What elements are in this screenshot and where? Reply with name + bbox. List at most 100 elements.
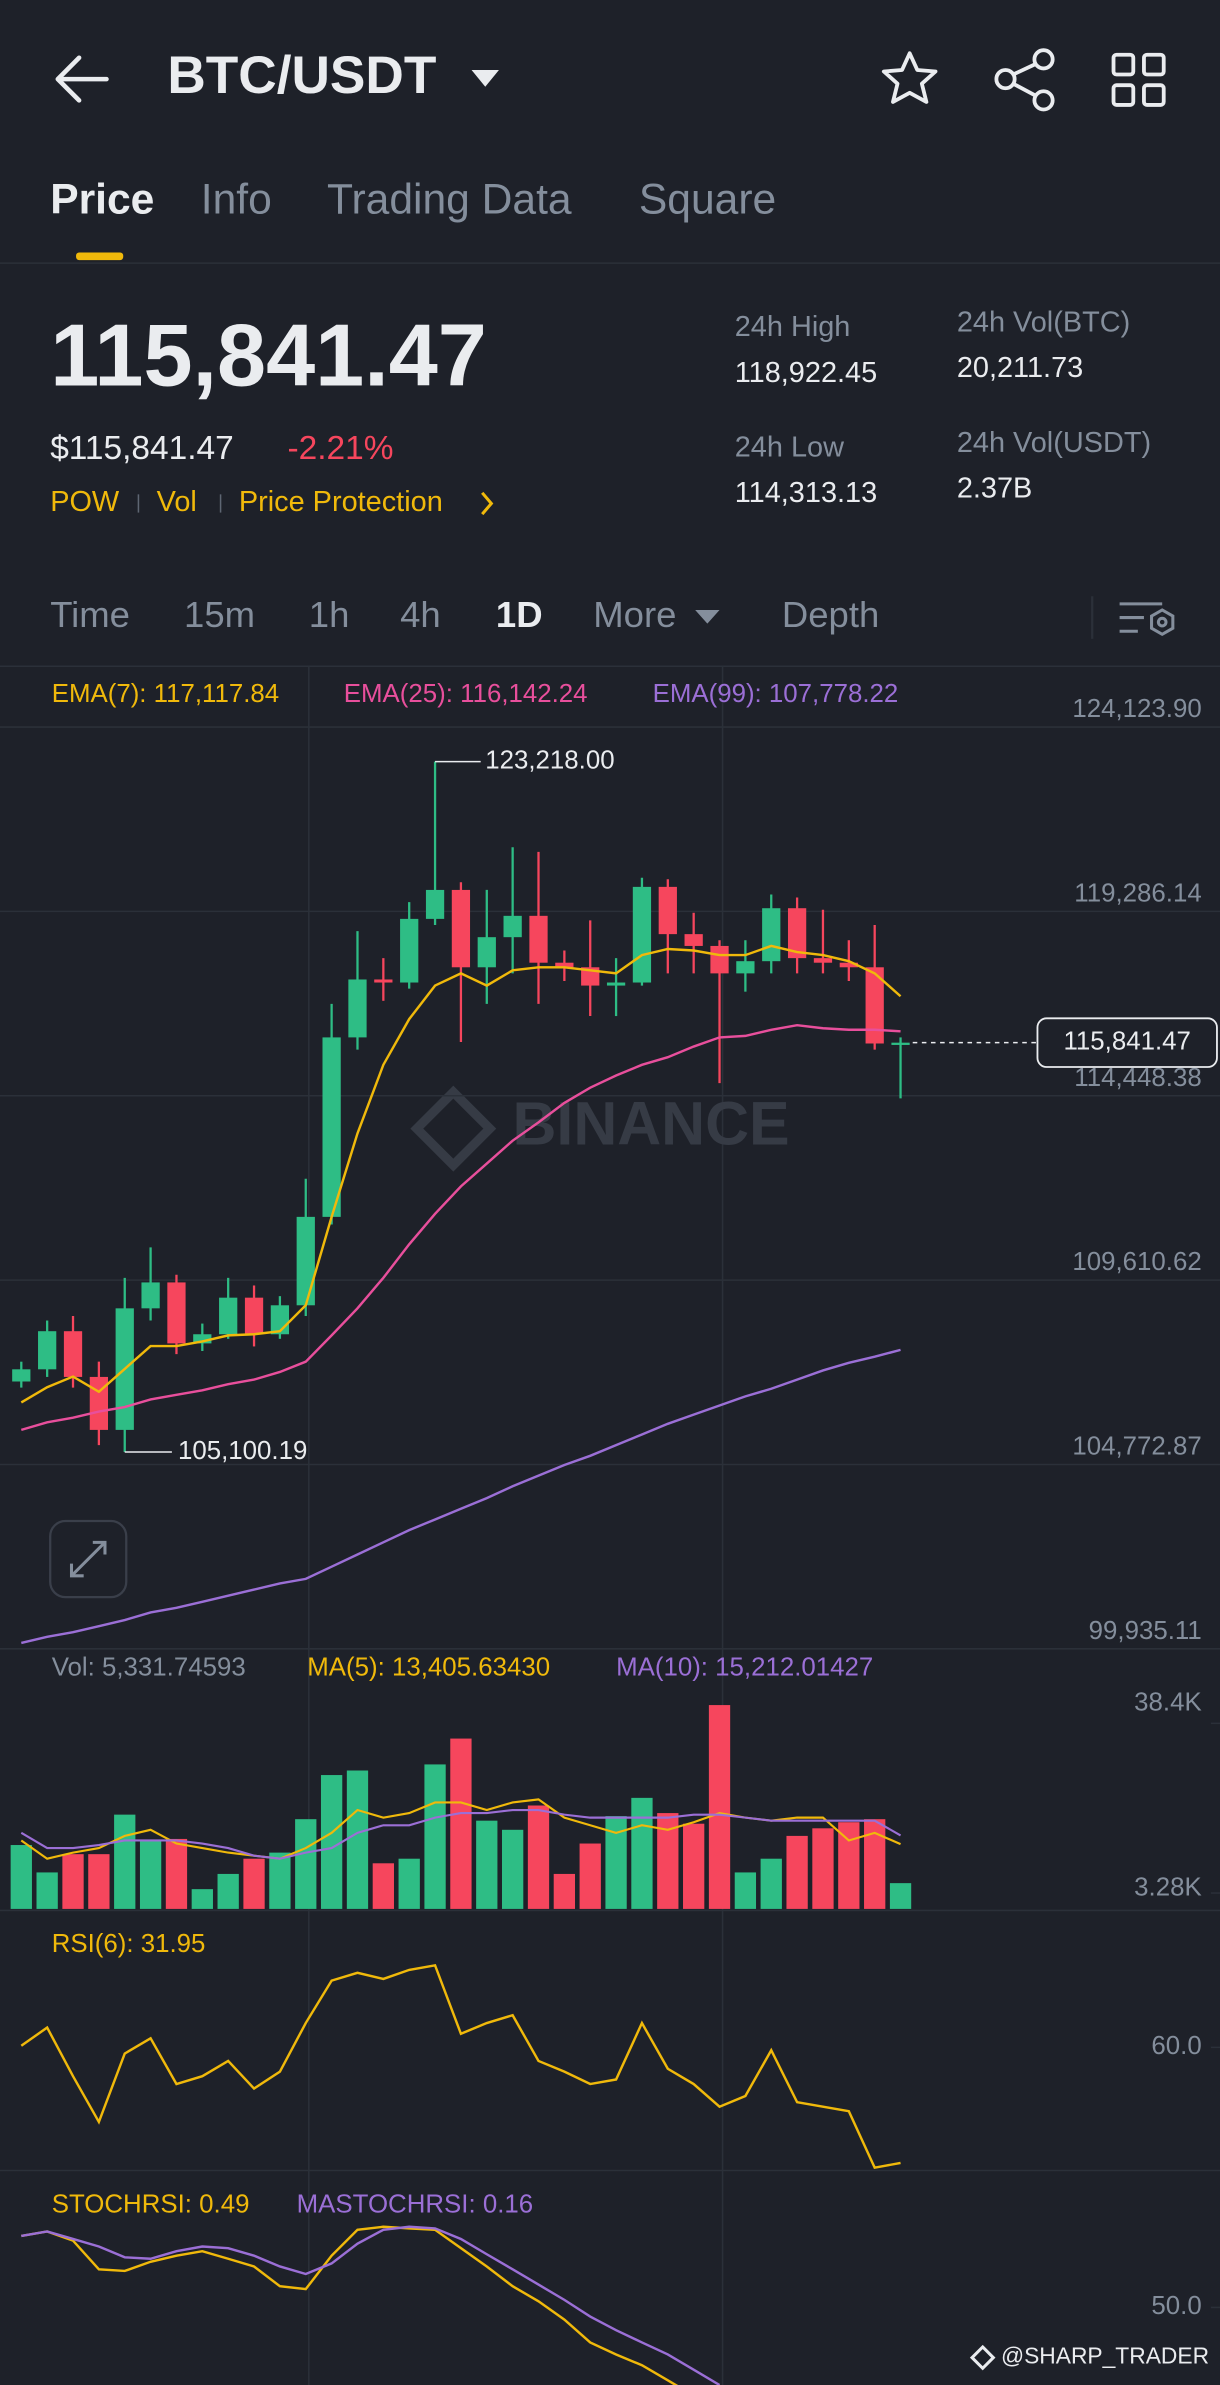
rsi-line: [20, 1963, 901, 2170]
tag[interactable]: POW: [50, 486, 120, 518]
candle-body: [762, 908, 781, 962]
rsi-legend: RSI(6): 31.95: [52, 1930, 206, 1958]
interval[interactable]: Time: [50, 594, 130, 635]
candle-body: [425, 889, 445, 919]
watermark-logo: [410, 1085, 497, 1172]
candle-body: [400, 918, 419, 983]
volume-bar: [657, 1813, 679, 1909]
more-caret[interactable]: [695, 609, 720, 624]
volume-bar: [62, 1854, 84, 1909]
pair-dropdown[interactable]: [471, 69, 499, 87]
volume-bar: [398, 1858, 420, 1909]
expand-button[interactable]: [49, 1519, 128, 1599]
candle-body: [374, 979, 393, 983]
volume-bar: [579, 1843, 601, 1909]
tab-indicator: [76, 252, 124, 261]
interval[interactable]: 15m: [184, 594, 255, 635]
y-tick-label: 109,610.62: [1072, 1248, 1201, 1276]
volume-ma-legend: MA(5): 13,405.63430: [307, 1653, 550, 1681]
stat-label: 24h High: [735, 311, 851, 343]
ema-line: [20, 944, 902, 1404]
tab[interactable]: Price: [50, 176, 154, 224]
stat-value: 118,922.45: [735, 357, 877, 389]
candle-body: [477, 937, 496, 968]
chart-settings[interactable]: [1119, 602, 1175, 637]
volume-bar: [553, 1873, 576, 1909]
last-price-tag: [1036, 1017, 1218, 1068]
back-button[interactable]: [55, 55, 109, 103]
volume-bar: [269, 1852, 291, 1909]
candle-body: [219, 1297, 238, 1335]
candle-body: [322, 1037, 341, 1217]
tab[interactable]: Info: [201, 176, 272, 224]
menu-button[interactable]: [1111, 52, 1166, 107]
candle-body: [244, 1297, 264, 1335]
chevron: [481, 491, 494, 516]
y-tick-label: 114,448.38: [1074, 1064, 1201, 1092]
volume-bar: [191, 1889, 213, 1909]
usd-price: $115,841.47: [50, 430, 234, 467]
candle-body: [606, 982, 626, 986]
volume-bar: [683, 1823, 705, 1909]
y-tick-label: 119,286.14: [1074, 880, 1201, 908]
y-tick-label: 99,935.11: [1089, 1617, 1202, 1645]
tab[interactable]: Trading Data: [327, 176, 572, 224]
volume-bar: [708, 1705, 731, 1909]
interval[interactable]: 1D: [496, 594, 543, 635]
candle-body: [63, 1331, 83, 1377]
interval[interactable]: Depth: [782, 594, 879, 635]
volume-bar: [36, 1872, 58, 1909]
stochrsi-legend: MASTOCHRSI: 0.16: [297, 2190, 534, 2218]
ema-line: [20, 1023, 901, 1432]
tag[interactable]: Price Protection: [239, 486, 443, 518]
stat-label: 24h Vol(USDT): [957, 427, 1151, 459]
volume-bar: [295, 1819, 317, 1909]
interval[interactable]: More: [593, 594, 676, 635]
candle-body: [12, 1369, 31, 1382]
chart-plot: [0, 726, 1220, 2385]
rsi-tick-label: 60.0: [1151, 2032, 1201, 2060]
candle-body: [684, 934, 703, 946]
candle-body: [787, 908, 807, 959]
indicator-legend: EMA(99): 107,778.22: [653, 680, 899, 708]
volume-bar: [527, 1805, 550, 1909]
pair-title[interactable]: BTC/USDT: [167, 46, 436, 105]
volume-bar: [734, 1872, 757, 1909]
stat-value: 20,211.73: [957, 352, 1083, 384]
candle-body: [141, 1282, 160, 1309]
volume-ma-legend: MA(10): 15,212.01427: [616, 1653, 873, 1681]
volume-bar: [450, 1738, 472, 1909]
volume-bar: [864, 1819, 886, 1909]
volume-bar: [501, 1829, 524, 1909]
stat-label: 24h Vol(BTC): [957, 307, 1130, 339]
tab[interactable]: Square: [639, 176, 776, 224]
candle-body: [736, 961, 755, 974]
favorite-button[interactable]: [881, 51, 938, 104]
y-tick-label: 124,123.90: [1072, 695, 1201, 723]
volume-bar: [476, 1820, 498, 1909]
candle-body: [193, 1334, 212, 1344]
candle-body: [813, 958, 833, 963]
candle-body: [451, 889, 471, 968]
interval[interactable]: 1h: [309, 594, 350, 635]
volume-bar: [760, 1858, 782, 1909]
indicator-legend: EMA(7): 117,117.84: [52, 680, 279, 708]
volume-bar: [812, 1828, 834, 1909]
candle-body: [658, 886, 677, 935]
candle-body: [167, 1282, 186, 1344]
footer-watermark: @SHARP_TRADER: [1001, 2343, 1209, 2369]
footer-logo: [969, 2344, 996, 2371]
tag[interactable]: Vol: [157, 486, 197, 518]
stat-value: 114,313.13: [735, 477, 877, 509]
share-button[interactable]: [994, 48, 1055, 112]
stat-label: 24h Low: [735, 431, 844, 463]
volume-legend: Vol: 5,331.74593: [52, 1653, 246, 1681]
low-label: 105,100.19: [178, 1437, 307, 1465]
stochrsi-line: [21, 2225, 721, 2385]
ema-line: [21, 1348, 901, 1645]
candle-body: [38, 1331, 57, 1370]
interval[interactable]: 4h: [400, 594, 441, 635]
